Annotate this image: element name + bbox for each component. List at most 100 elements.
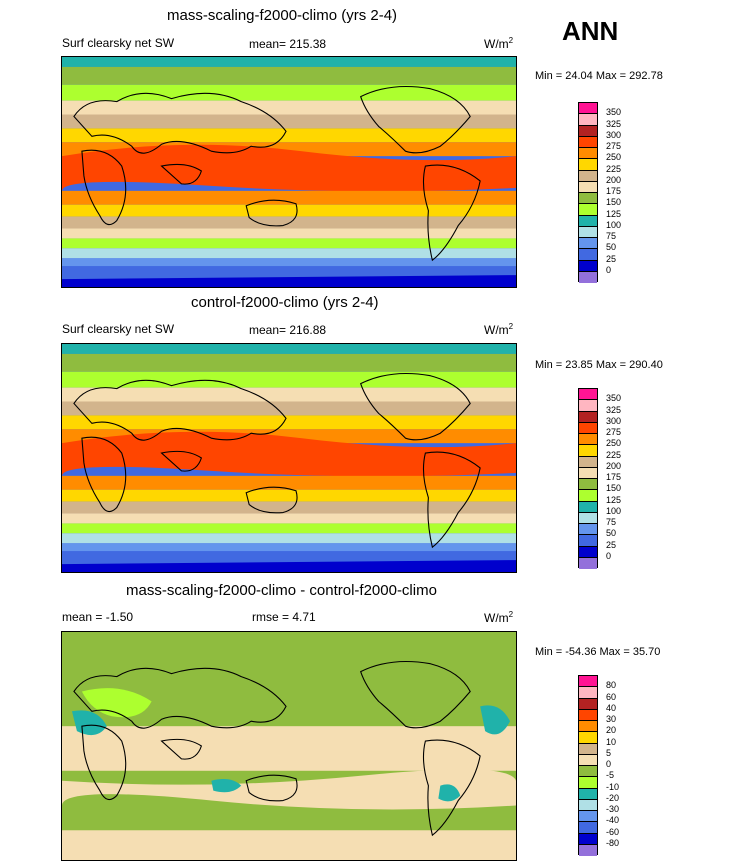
panel-3-units: W/m2 xyxy=(484,610,514,625)
colorbar-tick-label: 0 xyxy=(606,550,612,561)
colorbar-tick-label: 350 xyxy=(606,107,622,118)
colorbar-tick-label: 225 xyxy=(606,449,622,460)
colorbar-swatch xyxy=(579,698,597,710)
colorbar-tick-label: -5 xyxy=(606,770,615,781)
colorbar-tick-label: -20 xyxy=(606,792,620,803)
colorbar-swatch xyxy=(579,114,597,126)
colorbar-tick-label: 225 xyxy=(606,163,622,174)
colorbar-tick-label: 275 xyxy=(606,141,622,151)
colorbar-tick-label: 80 xyxy=(606,680,617,691)
panel-3-map xyxy=(61,631,517,861)
colorbar-swatch xyxy=(579,181,597,193)
colorbar-tick-label: 250 xyxy=(606,438,622,449)
colorbar-tick-label: 175 xyxy=(606,186,622,196)
colorbar-swatch xyxy=(579,535,597,547)
colorbar-swatch xyxy=(579,445,597,457)
colorbar-tick-label: 200 xyxy=(606,174,622,185)
colorbar-swatch xyxy=(579,148,597,160)
panel-3-title: mass-scaling-f2000-climo - control-f2000… xyxy=(126,582,437,599)
colorbar-swatch xyxy=(579,204,597,216)
colorbar-swatch xyxy=(579,788,597,800)
colorbar-tick-label: 275 xyxy=(606,427,622,437)
colorbar-swatch xyxy=(579,709,597,721)
colorbar-swatch xyxy=(579,721,597,733)
panel-2-title: control-f2000-climo (yrs 2-4) xyxy=(191,294,379,311)
panel-2-minmax: Min = 23.85 Max = 290.40 xyxy=(535,359,663,371)
colorbar-tick-label: 0 xyxy=(606,264,612,275)
panel-3-mean: mean = -1.50 xyxy=(62,610,134,624)
colorbar-swatch xyxy=(579,260,597,272)
panel-3-colorbar xyxy=(578,675,598,856)
panel-2-units: W/m2 xyxy=(484,322,514,337)
colorbar-swatch xyxy=(579,400,597,412)
colorbar-tick-label: 0 xyxy=(606,759,612,769)
colorbar-swatch xyxy=(579,732,597,744)
panel-1-units: W/m2 xyxy=(484,36,514,51)
colorbar-swatch xyxy=(579,777,597,789)
colorbar-swatch xyxy=(579,136,597,148)
colorbar-swatch xyxy=(579,193,597,205)
colorbar-tick-label: 20 xyxy=(606,725,617,736)
panel-2-mean: mean= 216.88 xyxy=(249,323,327,337)
colorbar-swatch xyxy=(579,512,597,524)
colorbar-tick-label: 100 xyxy=(606,219,622,230)
colorbar-tick-label: -10 xyxy=(606,781,620,792)
colorbar-swatch xyxy=(579,467,597,479)
colorbar-tick-label: 150 xyxy=(606,197,622,208)
colorbar-swatch xyxy=(579,456,597,468)
colorbar-tick-label: 40 xyxy=(606,702,617,713)
colorbar-swatch xyxy=(579,103,597,115)
colorbar-tick-label: -40 xyxy=(606,815,620,826)
colorbar-tick-label: 175 xyxy=(606,472,622,482)
colorbar-tick-label: -30 xyxy=(606,804,620,814)
panel-1-map xyxy=(61,56,517,288)
panel-3-rmse: rmse = 4.71 xyxy=(252,610,316,624)
colorbar-tick-label: 200 xyxy=(606,460,622,471)
colorbar-swatch xyxy=(579,271,597,283)
colorbar-swatch xyxy=(579,766,597,778)
colorbar-swatch xyxy=(579,479,597,491)
colorbar-tick-label: 30 xyxy=(606,714,617,724)
colorbar-tick-label: 50 xyxy=(606,242,617,253)
colorbar-tick-label: 325 xyxy=(606,118,622,129)
colorbar-tick-label: 25 xyxy=(606,539,617,550)
season-label: ANN xyxy=(562,16,619,46)
colorbar-tick-label: 10 xyxy=(606,736,617,747)
colorbar-swatch xyxy=(579,822,597,834)
colorbar-swatch xyxy=(579,215,597,227)
colorbar-swatch xyxy=(579,434,597,446)
colorbar-tick-label: 125 xyxy=(606,494,622,505)
colorbar-tick-label: 250 xyxy=(606,152,622,163)
panel-3-minmax: Min = -54.36 Max = 35.70 xyxy=(535,646,661,658)
colorbar-tick-label: 300 xyxy=(606,129,622,140)
colorbar-swatch xyxy=(579,524,597,536)
colorbar-swatch xyxy=(579,125,597,137)
colorbar-swatch xyxy=(579,743,597,755)
colorbar-swatch xyxy=(579,226,597,238)
colorbar-tick-label: 5 xyxy=(606,747,612,758)
panel-1-title: mass-scaling-f2000-climo (yrs 2-4) xyxy=(167,7,398,24)
colorbar-swatch xyxy=(579,811,597,823)
colorbar-swatch xyxy=(579,411,597,423)
colorbar-tick-label: 100 xyxy=(606,505,622,516)
colorbar-swatch xyxy=(579,490,597,502)
colorbar-swatch xyxy=(579,249,597,261)
colorbar-swatch xyxy=(579,676,597,688)
colorbar-swatch xyxy=(579,754,597,766)
colorbar-tick-label: 50 xyxy=(606,528,617,539)
colorbar-swatch xyxy=(579,687,597,699)
colorbar-swatch xyxy=(579,170,597,182)
colorbar-tick-label: 350 xyxy=(606,393,622,404)
colorbar-swatch xyxy=(579,833,597,845)
colorbar-tick-label: -80 xyxy=(606,837,620,848)
panel-2-colorbar xyxy=(578,388,598,569)
colorbar-swatch xyxy=(579,557,597,569)
colorbar-swatch xyxy=(579,389,597,401)
colorbar-tick-label: 150 xyxy=(606,483,622,494)
colorbar-tick-label: 300 xyxy=(606,415,622,426)
colorbar-swatch xyxy=(579,546,597,558)
colorbar-swatch xyxy=(579,238,597,250)
colorbar-swatch xyxy=(579,844,597,856)
colorbar-swatch xyxy=(579,422,597,434)
colorbar-tick-label: 75 xyxy=(606,517,617,527)
